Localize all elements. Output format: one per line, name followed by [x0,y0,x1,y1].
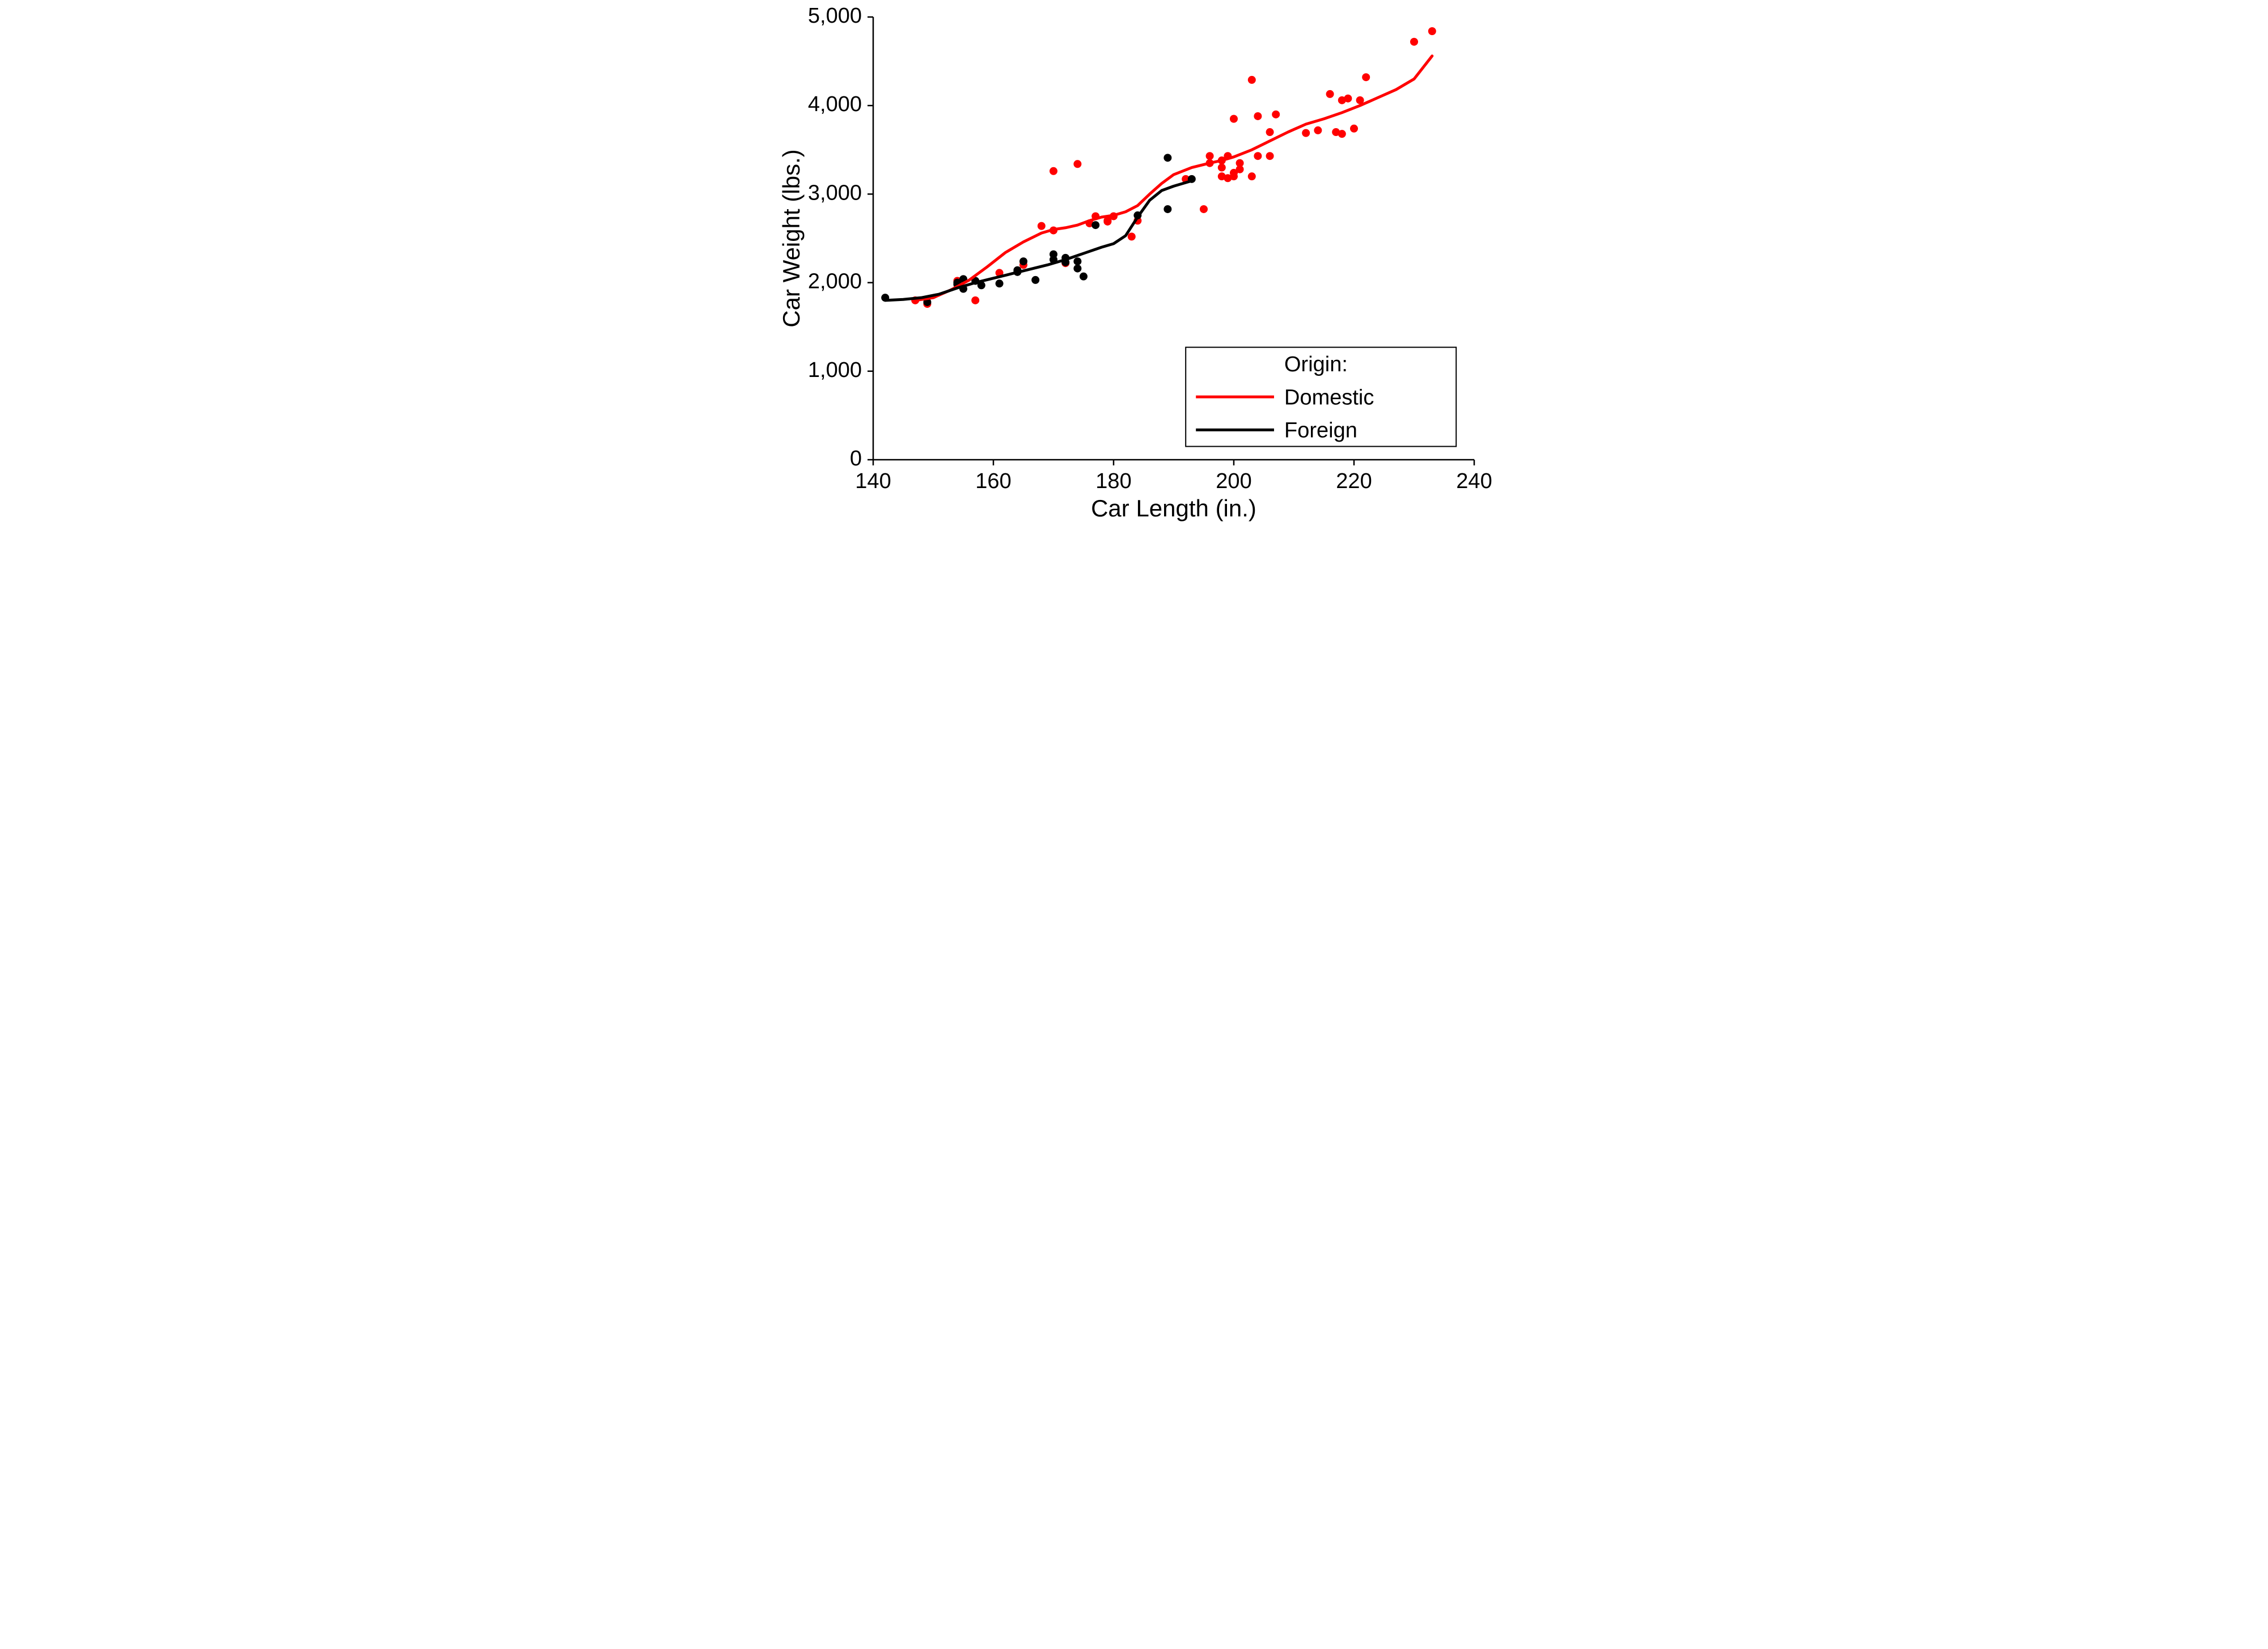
y-tick-label: 2,000 [808,270,862,294]
data-point [1230,115,1238,123]
data-point [1236,159,1244,167]
x-tick-label: 160 [975,469,1011,493]
data-point [1073,257,1081,265]
data-point [1344,95,1352,103]
data-point [1230,172,1238,180]
data-point [1338,130,1346,138]
data-point [1266,152,1274,160]
data-point [1248,76,1256,84]
data-point [1019,257,1027,265]
data-point [1272,111,1280,118]
data-point [1266,128,1274,136]
data-point [1080,273,1088,281]
y-tick-label: 5,000 [808,4,862,28]
x-tick-label: 180 [1095,469,1131,493]
data-point [1350,125,1358,133]
data-point [1314,126,1322,134]
data-point [1038,222,1046,230]
data-point [1254,112,1262,120]
data-point [1362,73,1370,81]
data-point [1050,251,1057,258]
smooth-lines [885,56,1432,300]
x-tick-label: 200 [1216,469,1251,493]
data-point [1073,160,1081,168]
data-point [1326,90,1334,98]
data-point [1248,172,1256,180]
data-point [1128,232,1136,240]
x-axis-title: Car Length (in.) [1091,495,1256,522]
x-tick-label: 240 [1456,469,1492,493]
data-point [1218,164,1226,172]
y-tick-label: 0 [850,447,862,470]
x-tick-label: 220 [1336,469,1372,493]
y-tick-label: 3,000 [808,181,862,205]
x-tick-label: 140 [855,469,891,493]
scatter-points [881,27,1436,308]
data-point [1428,27,1436,35]
data-point [1031,276,1039,284]
data-point [1302,129,1310,137]
data-point [1091,221,1099,229]
chart-container: 140 160 180 200 220 240 0 1,000 2,000 3,000 4,000 5… [0,0,2268,528]
data-point [1163,154,1171,162]
data-point [1103,218,1111,226]
data-point [1050,167,1057,175]
legend: Origin: Domestic Foreign [1186,347,1456,447]
smooth-line-domestic [915,56,1432,300]
data-point [1073,265,1081,273]
data-point [996,279,1004,287]
data-point [1163,205,1171,213]
data-point [1200,205,1208,213]
data-point [1410,38,1418,46]
legend-item-label: Domestic [1284,385,1374,409]
data-point [971,296,979,304]
legend-item-label: Foreign [1284,419,1357,443]
legend-title: Origin: [1284,353,1348,376]
y-axis-title: Car Weight (lbs.) [778,149,805,327]
data-point [1206,152,1214,160]
data-point [1254,152,1262,160]
y-tick-label: 4,000 [808,92,862,116]
y-tick-label: 1,000 [808,358,862,382]
scatter-chart: 140 160 180 200 220 240 0 1,000 2,000 3,000 4,000 5… [771,0,1497,528]
